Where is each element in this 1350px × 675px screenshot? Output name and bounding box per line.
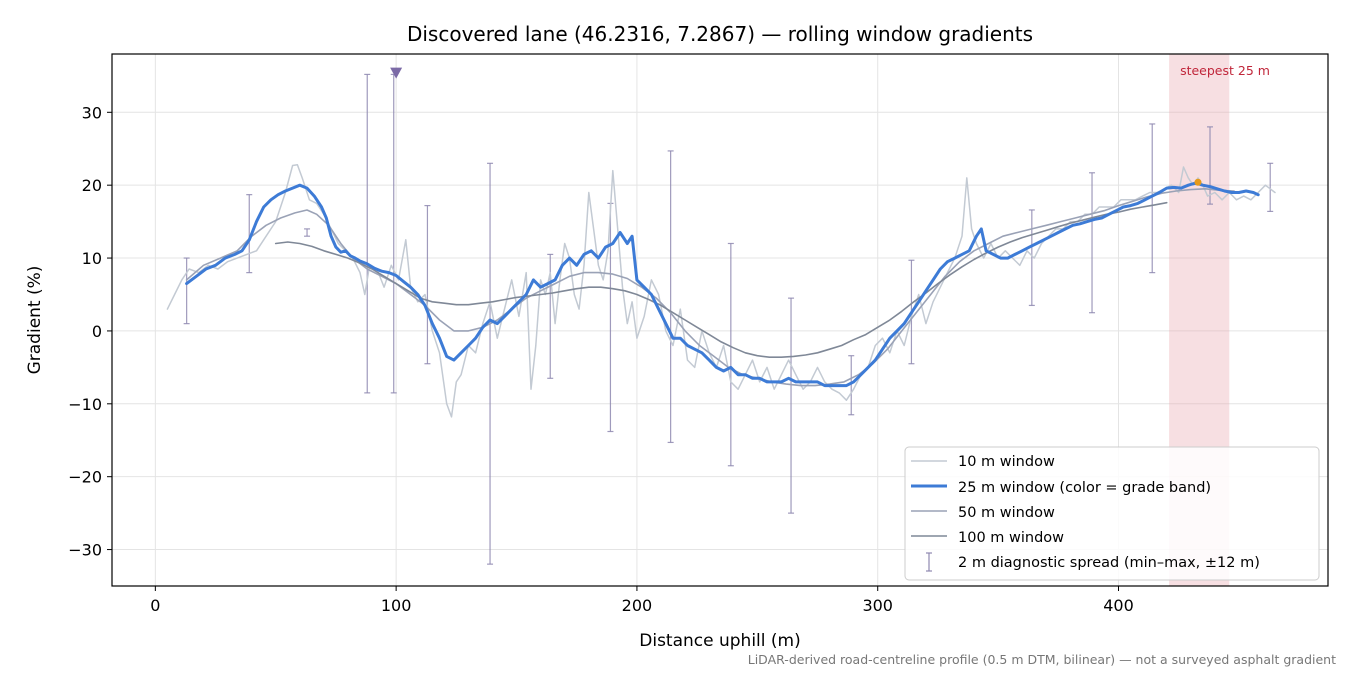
y-tick-label: −30 (68, 541, 102, 560)
steepest-point-marker (1194, 178, 1202, 186)
legend-label-25m: 25 m window (color = grade band) (958, 480, 1211, 496)
y-tick-label: 0 (92, 322, 102, 341)
error-bar (487, 162, 494, 565)
legend-swatch-errorbar (926, 552, 932, 572)
legend-label-errorbar: 2 m diagnostic spread (min–max, ±12 m) (958, 555, 1260, 571)
legend-box (904, 446, 1320, 581)
error-bar (1149, 123, 1156, 274)
legend: 10 m window 25 m window (color = grade b… (904, 446, 1320, 581)
error-bar (1089, 172, 1096, 314)
error-bar (1207, 126, 1214, 205)
legend-label-50m: 50 m window (958, 505, 1055, 521)
peak-marker (390, 67, 403, 79)
y-tick-label: −20 (68, 468, 102, 487)
markers (390, 67, 1202, 186)
series-line-50m (185, 188, 1235, 387)
error-bar (183, 257, 190, 325)
legend-label-100m: 100 m window (958, 530, 1064, 546)
series-line-25m (185, 181, 1260, 388)
error-bar (1028, 209, 1035, 307)
x-tick-label: 200 (622, 596, 653, 615)
x-tick-label: 0 (150, 596, 160, 615)
error-bar (848, 355, 855, 416)
error-bar (727, 242, 734, 467)
x-axis-label: Distance uphill (m) (639, 631, 800, 651)
chart-title: Discovered lane (46.2316, 7.2867) — roll… (407, 22, 1033, 46)
y-ticks: −30 −20 −10 0 10 20 30 (68, 103, 112, 560)
x-tick-label: 300 (862, 596, 893, 615)
error-bar (667, 150, 674, 444)
error-bar (1267, 162, 1274, 213)
band-annotation: steepest 25 m (1180, 63, 1270, 78)
error-bar (424, 204, 431, 365)
error-bar (788, 297, 795, 514)
error-bar (304, 228, 311, 237)
error-bars (183, 73, 1274, 565)
y-axis-label: Gradient (%) (25, 266, 45, 375)
x-tick-label: 400 (1103, 596, 1134, 615)
x-tick-label: 100 (381, 596, 412, 615)
series-line-100m (274, 201, 1168, 358)
x-ticks: 0 100 200 300 400 (150, 586, 1134, 615)
error-bar (246, 194, 253, 274)
y-tick-label: −10 (68, 395, 102, 414)
error-bar (364, 73, 371, 394)
y-tick-label: 30 (82, 103, 102, 122)
plot-frame (111, 53, 1329, 587)
y-tick-label: 20 (82, 176, 102, 195)
y-tick-label: 10 (82, 249, 102, 268)
legend-label-10m: 10 m window (958, 454, 1055, 470)
series-lines (166, 164, 1276, 418)
footnote: LiDAR-derived road-centreline profile (0… (748, 652, 1336, 667)
